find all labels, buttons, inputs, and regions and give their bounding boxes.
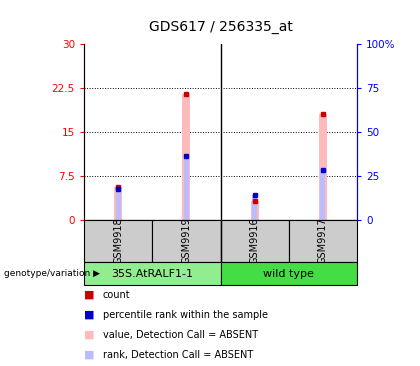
Text: GSM9918: GSM9918 bbox=[113, 217, 123, 264]
Text: 35S.AtRALF1-1: 35S.AtRALF1-1 bbox=[111, 269, 193, 279]
Text: ■: ■ bbox=[84, 350, 94, 360]
Bar bbox=[320, 169, 325, 220]
Bar bbox=[319, 114, 327, 220]
FancyBboxPatch shape bbox=[289, 220, 357, 262]
Bar bbox=[252, 195, 257, 220]
FancyBboxPatch shape bbox=[84, 220, 152, 262]
Text: wild type: wild type bbox=[263, 269, 314, 279]
Text: percentile rank within the sample: percentile rank within the sample bbox=[103, 310, 268, 320]
Bar bbox=[184, 156, 189, 220]
Bar bbox=[182, 94, 191, 220]
Text: ■: ■ bbox=[84, 290, 94, 300]
Text: GSM9919: GSM9919 bbox=[181, 217, 192, 264]
FancyBboxPatch shape bbox=[84, 262, 220, 285]
Text: GSM9917: GSM9917 bbox=[318, 217, 328, 264]
Text: genotype/variation ▶: genotype/variation ▶ bbox=[4, 269, 100, 278]
Text: rank, Detection Call = ABSENT: rank, Detection Call = ABSENT bbox=[103, 350, 253, 360]
Text: count: count bbox=[103, 290, 131, 300]
Text: GDS617 / 256335_at: GDS617 / 256335_at bbox=[149, 20, 292, 34]
Bar bbox=[116, 189, 121, 220]
Text: ■: ■ bbox=[84, 330, 94, 340]
FancyBboxPatch shape bbox=[220, 262, 357, 285]
FancyBboxPatch shape bbox=[152, 220, 221, 262]
Text: GSM9916: GSM9916 bbox=[249, 217, 260, 264]
Text: value, Detection Call = ABSENT: value, Detection Call = ABSENT bbox=[103, 330, 258, 340]
FancyBboxPatch shape bbox=[220, 220, 289, 262]
Bar bbox=[114, 187, 122, 220]
Text: ■: ■ bbox=[84, 310, 94, 320]
Bar bbox=[251, 201, 259, 220]
